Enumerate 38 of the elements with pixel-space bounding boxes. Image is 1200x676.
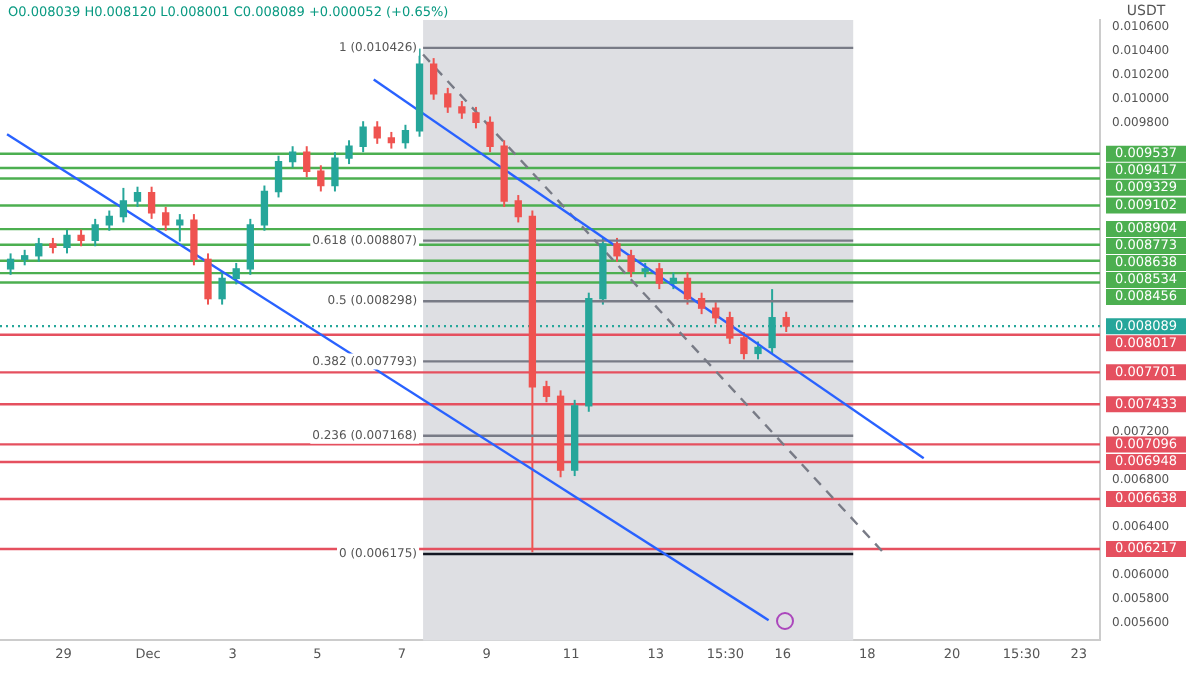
candlestick	[331, 151, 339, 193]
candlestick	[373, 120, 381, 145]
candlestick	[190, 213, 198, 267]
candlestick	[655, 261, 663, 291]
candlestick	[429, 57, 438, 101]
candlestick	[359, 120, 367, 154]
candlestick	[514, 194, 522, 224]
candlestick	[486, 115, 494, 154]
candlestick	[91, 217, 99, 248]
candlestick	[782, 310, 790, 333]
candlestick	[133, 185, 142, 208]
candlestick	[35, 236, 43, 263]
candlestick	[444, 86, 452, 114]
candlestick	[683, 271, 692, 306]
candlestick	[726, 310, 734, 345]
candlestick	[218, 271, 226, 306]
candlestick	[345, 139, 353, 166]
candlestick	[697, 291, 706, 316]
candlestick	[204, 252, 212, 306]
candlestick	[162, 205, 170, 232]
candlestick	[317, 164, 325, 193]
candlestick	[63, 228, 71, 255]
candlestick	[176, 213, 184, 243]
candlestick	[472, 105, 480, 130]
candlestick	[768, 288, 776, 355]
candlestick	[274, 154, 283, 199]
candlestick	[303, 145, 311, 179]
candlestick	[232, 261, 240, 286]
candlestick	[6, 252, 15, 276]
candlestick	[401, 123, 410, 150]
candlestick	[119, 186, 128, 224]
candlestick	[260, 184, 269, 232]
candlestick	[613, 236, 621, 263]
candlestick	[147, 185, 156, 220]
candlestick	[627, 248, 635, 279]
candlestick	[740, 330, 748, 361]
candlestick	[246, 217, 254, 276]
candlestick	[542, 379, 551, 404]
